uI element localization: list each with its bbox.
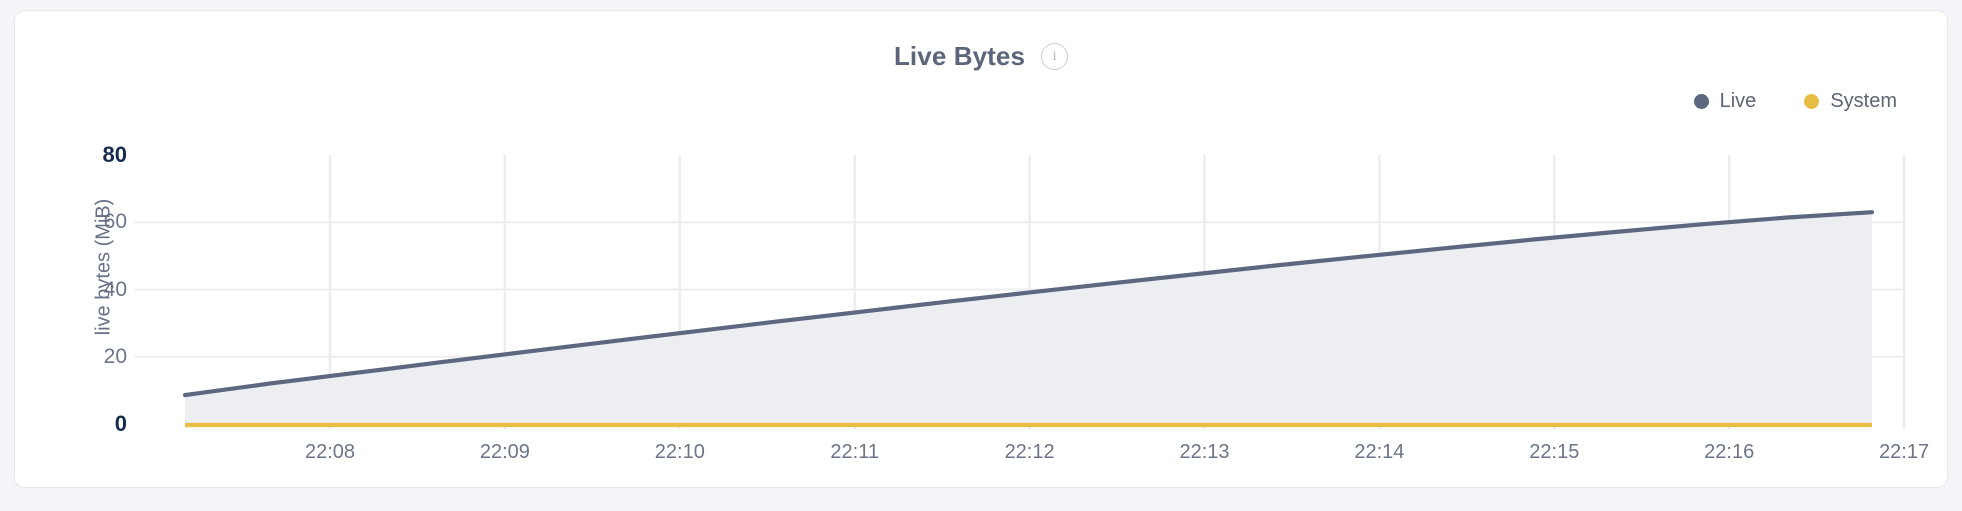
x-tick-label: 22:15 [1529,441,1580,463]
chart-canvas [135,155,1906,429]
x-tick-label: 22:12 [1004,441,1055,463]
x-tick-label: 22:08 [304,441,356,463]
x-tick-label: 22:11 [830,441,879,463]
legend-dot-system [1804,94,1820,109]
x-tick-label: 22:09 [479,441,530,463]
live-bytes-card: Live Bytes i Live System live bytes (MiB… [14,10,1948,488]
chart-plot-area: live bytes (MiB) 0 20 40 60 80 22:08 22:09 22:… [15,11,1947,487]
legend-label-live: Live [1719,90,1757,112]
y-tick-label: 20 [103,344,127,368]
info-icon[interactable]: i [1041,43,1069,70]
y-tick-label: 60 [103,210,127,234]
x-tick-label: 22:17 [1879,441,1930,463]
y-axis-ticks: 0 20 40 60 80 [75,11,127,487]
page-root: Live Bytes i Live System live bytes (MiB… [14,10,1948,488]
x-tick-label: 22:14 [1354,441,1405,463]
legend-dot-live [1693,94,1709,109]
x-tick-label: 22:16 [1704,441,1755,463]
chart-legend: Live System [1693,90,1897,113]
y-tick-label: 40 [103,277,127,301]
live-series-line [182,210,1875,398]
legend-item-system[interactable]: System [1804,90,1897,113]
x-tick-label: 22:10 [654,441,705,463]
legend-label-system: System [1830,90,1897,112]
y-tick-label: 0 [114,411,127,436]
live-area-fill [185,212,1872,424]
legend-item-live[interactable]: Live [1693,90,1757,113]
x-tick-label: 22:13 [1179,441,1230,463]
y-tick-label: 80 [102,142,127,167]
